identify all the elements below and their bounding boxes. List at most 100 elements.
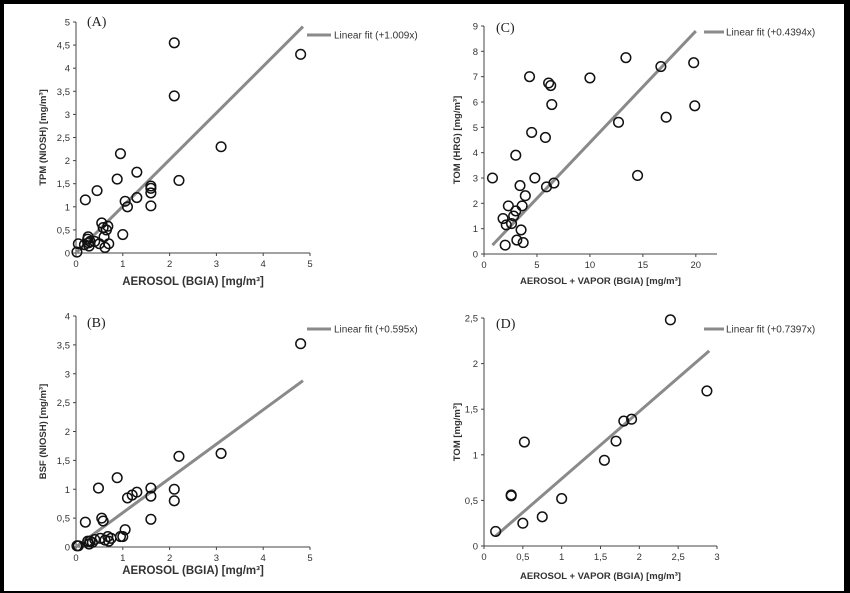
figure: 0 1 2 3 4 5 0 0,5 1 1,5 2 2,5 3 3,5 4 4,5 5 (A) Linear fit… [38,15,815,583]
data-point [620,52,632,64]
y-tick-label: 7 [473,72,478,83]
data-point [500,219,512,231]
data-point [103,535,115,547]
x-tick-label: 2 [167,259,172,270]
data-point [701,385,713,397]
data-point [295,48,307,60]
data-point [131,486,143,498]
data-point [119,195,131,207]
data-point [508,210,520,222]
data-point [173,450,185,462]
y-tick-label: 1,5 [465,405,478,416]
x-tick-label: 0 [73,553,78,564]
data-point [497,212,509,225]
data-point [105,532,117,544]
data-point [114,148,127,160]
y-tick-label: 6 [473,98,478,109]
data-point [518,436,530,448]
y-tick-label: 3 [473,174,478,185]
data-point [168,495,180,507]
y-tick-label: 0,5 [465,496,478,507]
panel-d: 0 0,5 1 1,5 2 2,5 3 0 0,5 1 1,5 2 2,5 (D) Linear fit (… [452,314,815,583]
data-point [514,180,526,192]
x-axis-label: AEROSOL + VAPOR (BGIA) [mg/m³] [520,571,681,582]
x-tick-label: 5 [307,553,312,564]
y-axis-label: TOM [mg/m³] [452,403,463,461]
figure-frame: 0 1 2 3 4 5 0 0,5 1 1,5 2 2,5 3 3,5 4 4,5 5 (A) Linear fit… [4,4,844,591]
fit-line [494,349,711,538]
data-point [117,228,129,241]
y-tick-label: 2,5 [465,314,478,325]
data-point [519,190,531,202]
x-tick-label: 2 [167,553,172,564]
data-point [526,126,538,138]
data-point [145,482,157,494]
y-tick-label: 4 [65,64,70,75]
x-tick-label: 3 [714,552,719,563]
data-point [598,454,610,466]
x-axis-label: AEROSOL (BGIA) [mg/m³] [122,276,264,288]
data-point [92,482,105,494]
data-point [626,413,638,425]
y-tick-label: 0,5 [57,225,70,236]
data-point [543,77,555,89]
x-tick-label: 4 [261,259,266,270]
data-point [145,180,157,192]
data-point [556,493,568,505]
legend-label: Linear fit (+1.009x) [334,31,418,42]
data-point [215,141,227,153]
data-point [655,60,667,73]
data-point [71,246,83,258]
y-tick-label: 4 [473,148,478,159]
legend-label: Linear fit (+0.595x) [334,325,418,336]
y-tick-label: 3,5 [57,87,70,98]
data-point [121,201,134,213]
x-tick-label: 0 [73,259,78,270]
x-tick-label: 2 [637,552,642,563]
x-tick-label: 1 [120,259,125,270]
y-axis-label: TOM (HRG) [mg/m³] [452,96,463,184]
data-point [610,435,622,447]
y-tick-label: 0 [65,543,70,554]
data-point [99,241,111,254]
x-tick-label: 0 [481,552,486,563]
data-point [117,531,129,543]
y-axis-label: BSF (NIOSH) [mg/m³] [38,384,49,480]
y-tick-label: 9 [473,22,478,33]
data-point [131,166,143,178]
y-tick-label: 1 [473,224,478,235]
data-point [145,187,157,199]
y-tick-label: 5 [65,18,70,29]
data-point [517,237,529,249]
data-point [664,314,676,326]
y-tick-label: 5 [473,123,478,134]
panel-b: 0 1 2 3 4 5 0 0,5 1 1,5 2 2,5 3 3,5 4 (B) Linear fit (+0… [38,312,418,578]
x-axis-label: AEROSOL (BGIA) [mg/m³] [122,565,264,577]
y-tick-label: 1 [65,485,70,496]
y-tick-label: 2 [473,359,478,370]
data-point [490,525,502,537]
data-point [145,490,157,502]
data-point [516,200,528,212]
data-point [102,220,114,232]
fit-line [74,25,305,255]
y-tick-label: 0 [65,249,70,260]
data-point [510,149,522,161]
data-point [618,415,630,427]
y-tick-label: 3 [65,369,70,380]
data-point [523,71,536,83]
data-point [72,238,84,250]
x-tick-label: 3 [214,259,219,270]
y-axis-label: TPM (NIOSH) [mg/m³] [38,89,49,186]
y-tick-label: 8 [473,47,478,58]
panel-a: 0 1 2 3 4 5 0 0,5 1 1,5 2 2,5 3 3,5 4 4,5 5 (A) Linear fit… [38,15,418,288]
y-tick-label: 1,5 [57,179,70,190]
y-tick-label: 0,5 [57,514,70,525]
data-point [546,98,558,111]
x-tick-label: 1 [120,553,125,564]
x-tick-label: 3 [214,553,219,564]
y-tick-label: 3,5 [57,340,70,351]
data-point [502,200,514,212]
data-point [168,483,180,495]
data-point [168,37,180,49]
